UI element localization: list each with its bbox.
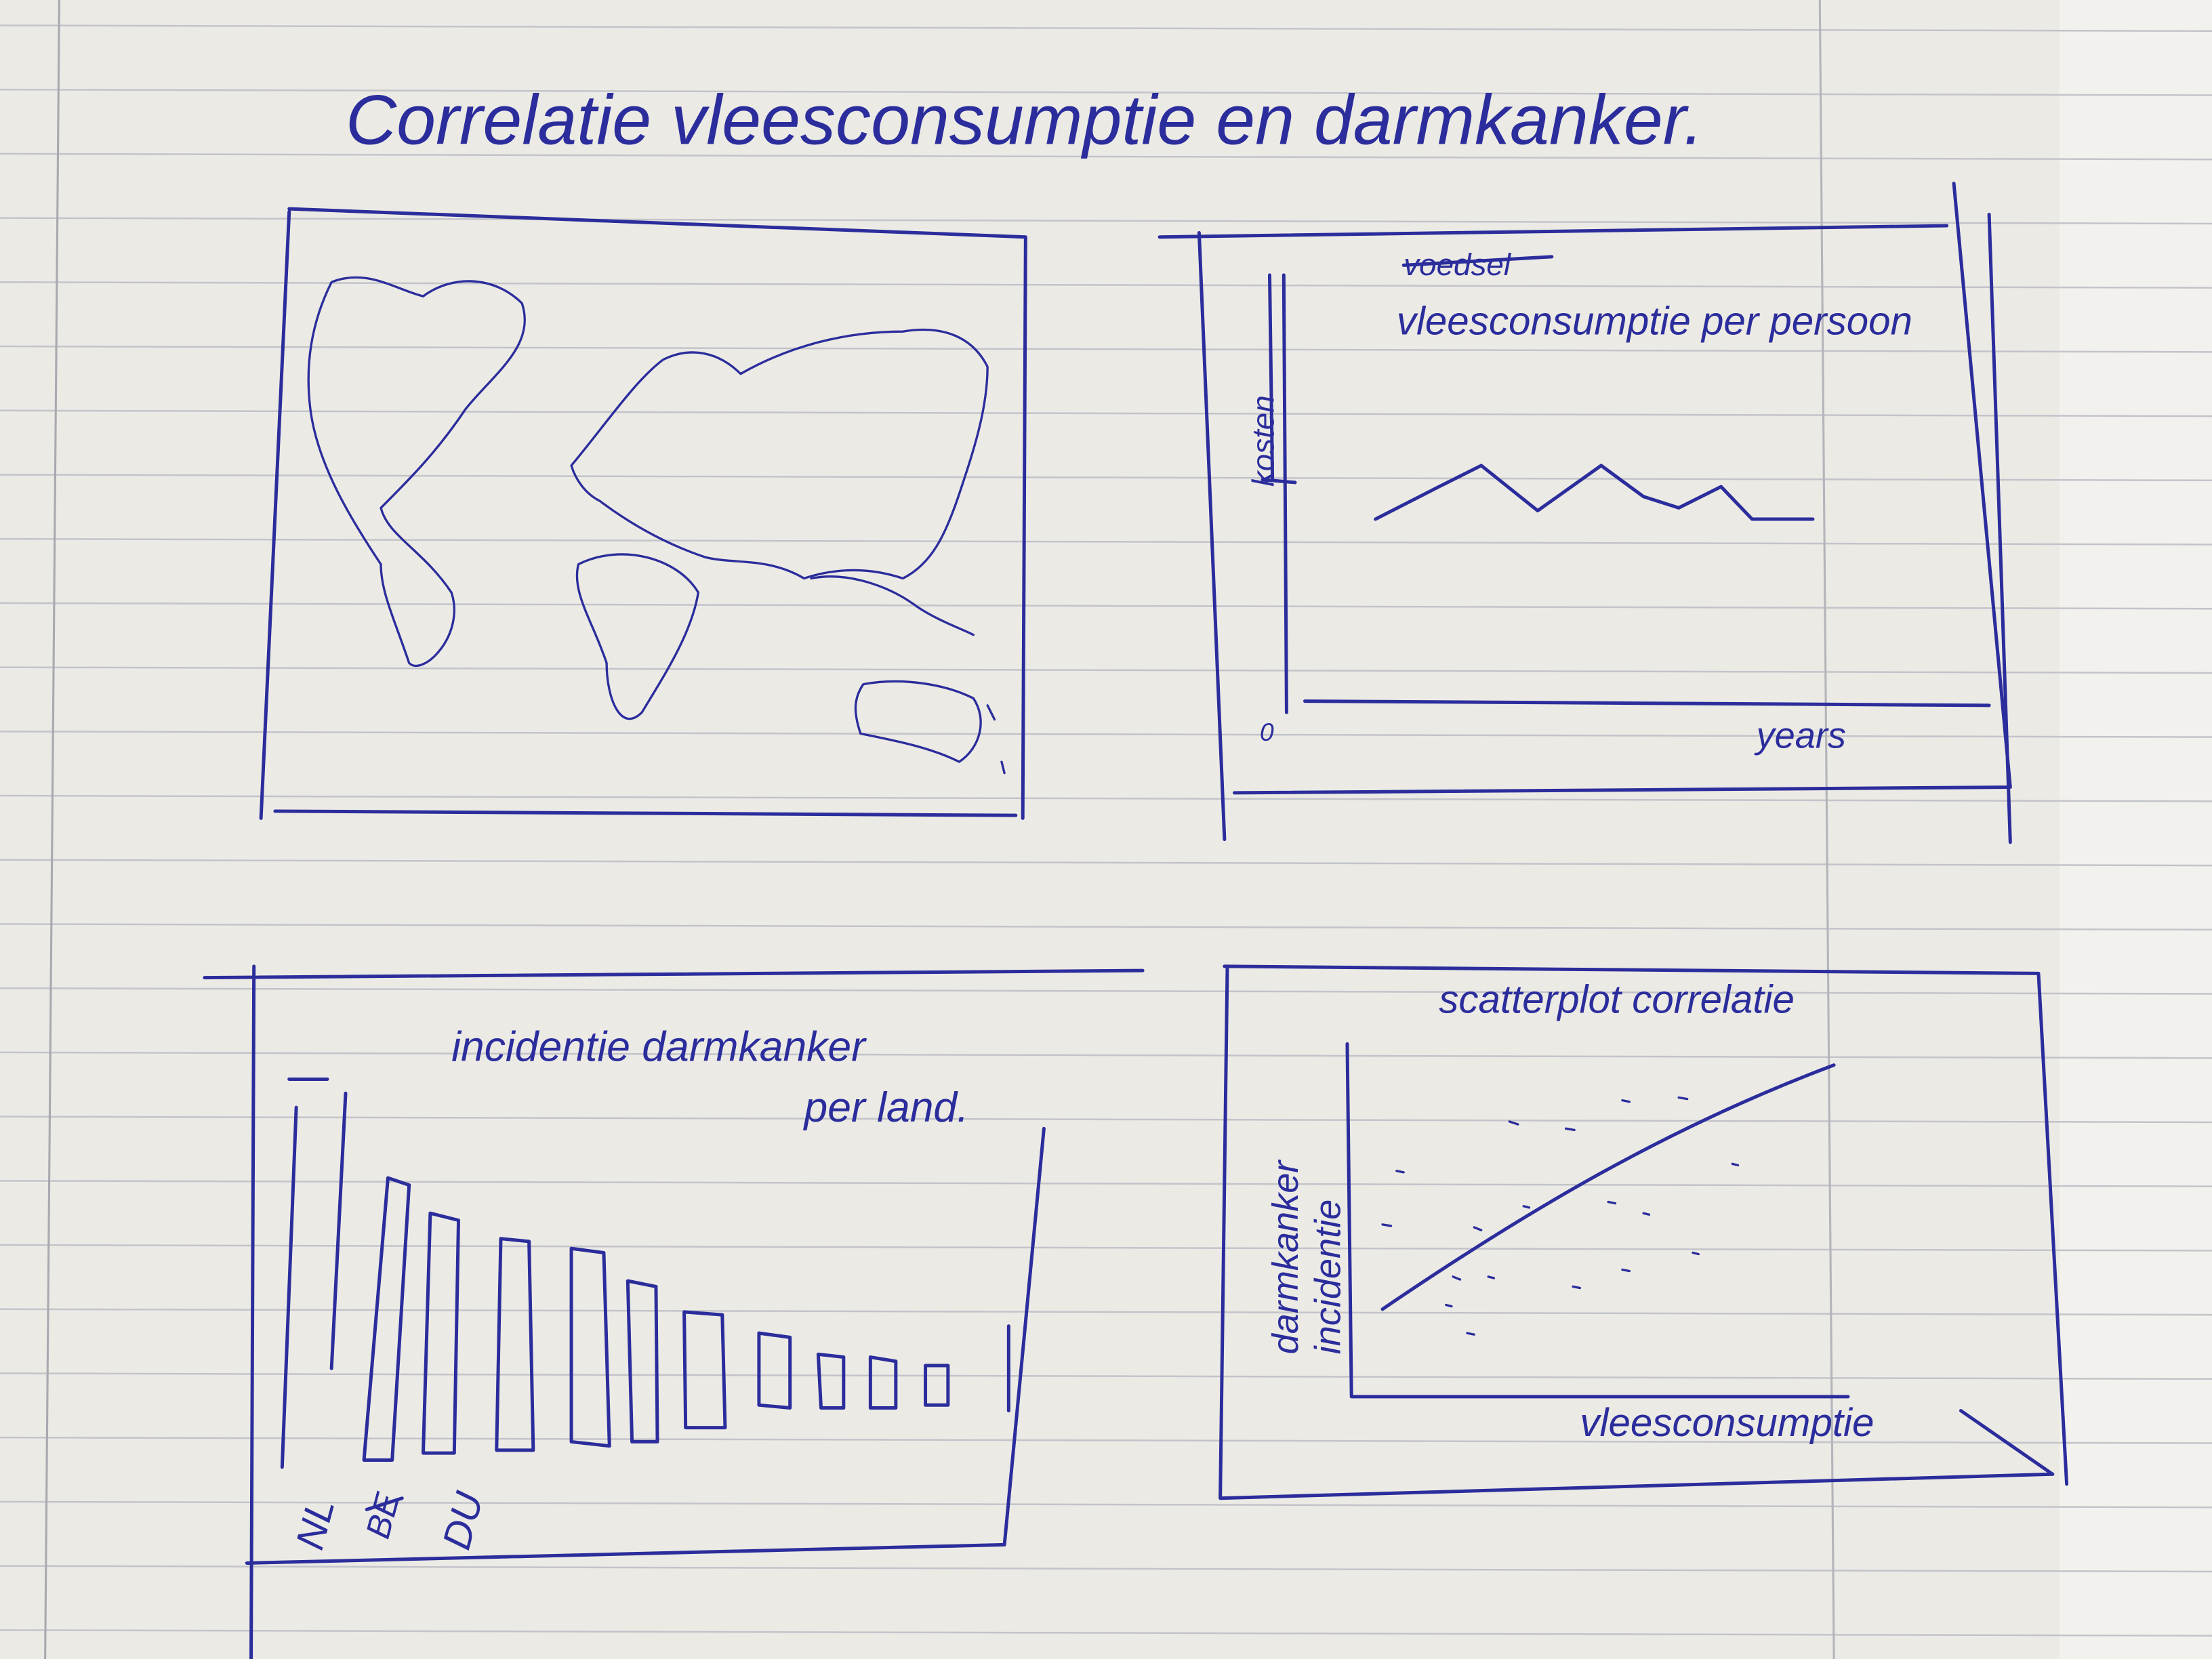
- paper-rule: [0, 1372, 2212, 1380]
- y-axis-label: incidentie: [1308, 1200, 1349, 1355]
- map-continent: [570, 328, 989, 580]
- paper-rule: [0, 1308, 2212, 1316]
- panel-frame: [203, 964, 1145, 1659]
- panel-title: per land.: [803, 1084, 969, 1131]
- paper-rule: [0, 731, 2212, 738]
- paper-rule: [0, 1629, 2212, 1637]
- paper-rule: [0, 923, 2212, 931]
- map-continent: [307, 276, 526, 668]
- paper-rule: [0, 987, 2212, 995]
- line-panel: voedsel vleesconsumptie per persoon kost…: [1158, 182, 2012, 844]
- paper-rule: [0, 1436, 2212, 1444]
- paper-rule: [0, 281, 2212, 289]
- paper-rule: [0, 474, 2212, 482]
- paper-rule: [0, 1244, 2212, 1252]
- y-axis-label: darmkanker: [1265, 1160, 1306, 1355]
- paper-rule: [0, 217, 2212, 225]
- strike-through: [1401, 255, 1554, 267]
- panel-frame: [259, 207, 1027, 820]
- paper-rule: [0, 794, 2212, 802]
- sketch-bars: [280, 1077, 1010, 1469]
- x-axis-label: vleesconsumptie: [1580, 1401, 1874, 1445]
- strike-through: [1261, 273, 1297, 485]
- paper-rule: [0, 1180, 2212, 1187]
- paper-rule: [0, 1115, 2212, 1124]
- trend-line: [1380, 1063, 1836, 1311]
- panel-title: scatterplot correlatie: [1439, 978, 1795, 1022]
- paper-rule: [0, 88, 2212, 96]
- panel-frame: [1158, 182, 2012, 844]
- margin-line: [44, 0, 60, 1659]
- paper-rule: [0, 1500, 2212, 1509]
- map-islands: [810, 575, 1006, 775]
- panel-frame: [1218, 964, 2069, 1500]
- panel-title: vleesconsumptie per persoon: [1397, 299, 1912, 343]
- axes: [1282, 273, 1991, 714]
- paper-edge: [2060, 0, 2212, 1659]
- paper-rule: [0, 666, 2212, 674]
- strike-through: [365, 1496, 404, 1511]
- panel-title: incidentie darmkanker: [451, 1023, 867, 1070]
- map-continent: [575, 553, 700, 720]
- paper-rule: [0, 1051, 2212, 1059]
- x-axis-label: years: [1754, 715, 1846, 756]
- paper-rule: [0, 152, 2212, 161]
- paper-rule: [0, 537, 2212, 546]
- scatter-dots: [1381, 1096, 1740, 1336]
- sketch-line: [1374, 464, 1815, 521]
- map-panel: [259, 207, 1027, 820]
- struck-axis-label: kosten: [1246, 395, 1281, 487]
- scatter-panel: scatterplot correlatie darmkanker incide…: [1218, 964, 2069, 1500]
- axes: [1345, 1042, 2055, 1476]
- y-origin-label: 0: [1260, 718, 1274, 746]
- map-continent: [854, 680, 982, 763]
- margin-line: [1818, 0, 1835, 1659]
- paper-rules: [0, 24, 2212, 1637]
- paper-rule: [0, 1565, 2212, 1573]
- paper-rule: [0, 859, 2212, 867]
- paper-rule: [0, 409, 2212, 417]
- paper-rule: [0, 602, 2212, 610]
- paper-rule: [0, 24, 2212, 33]
- page-title: Correlatie vleesconsumptie en darmkanker…: [346, 81, 1703, 159]
- paper-rule: [0, 345, 2212, 353]
